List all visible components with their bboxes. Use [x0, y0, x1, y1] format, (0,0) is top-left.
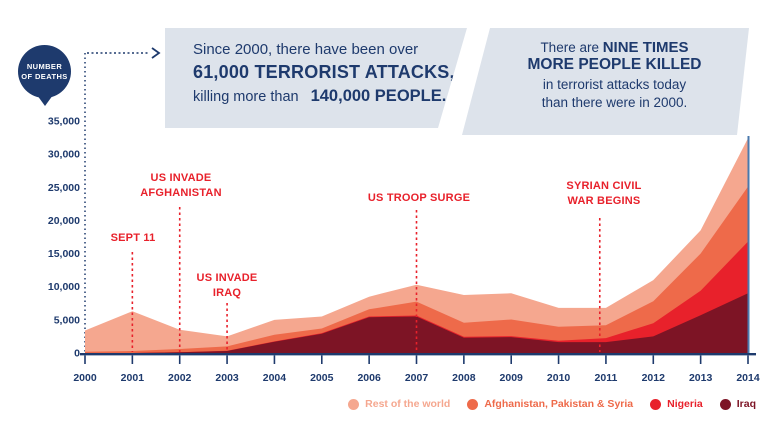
y-tick-label: 15,000 — [48, 248, 80, 260]
legend-label: Iraq — [736, 398, 756, 410]
statbox2-line2: MORE PEOPLE KILLED — [527, 56, 702, 73]
legend-dot-afghanistan-icon — [467, 398, 479, 410]
statbox2-line1-regular: There are — [540, 40, 603, 55]
x-tick-label: 2005 — [310, 372, 334, 384]
y-tick-label: 30,000 — [48, 149, 80, 161]
legend-dot-iraq-icon — [719, 398, 731, 410]
x-tick-label: 2000 — [73, 372, 97, 384]
annotation-us-invade-iraq: US INVADE IRAQ — [196, 272, 258, 299]
y-tick-label: 0 — [74, 348, 80, 360]
y-tick-label: 25,000 — [48, 182, 80, 194]
statbox2-line4: than there were in 2000. — [541, 95, 688, 111]
x-tick-label: 2001 — [121, 372, 145, 384]
annotation-us-invade-afghanistan: US INVADE AFGHANISTAN — [140, 172, 222, 199]
legend-label: Afghanistan, Pakistan & Syria — [484, 398, 634, 410]
x-tick-label: 2002 — [168, 372, 192, 384]
stat-box-attacks: Since 2000, there have been over 61,000 … — [165, 28, 467, 128]
statbox2-line3: in terrorist attacks today — [542, 77, 687, 92]
annotation-us-troop-surge: US TROOP SURGE — [367, 192, 471, 204]
chart-legend: Rest of the world Afghanistan, Pakistan … — [348, 398, 756, 410]
x-tick-label: 2003 — [215, 372, 239, 384]
annotation-sept-11: SEPT 11 — [110, 232, 156, 244]
legend-label: Rest of the world — [365, 398, 451, 410]
x-tick-label: 2009 — [500, 372, 524, 384]
statbox1-line3: killing more than 140,000 PEOPLE. — [193, 87, 467, 106]
x-tick-label: 2007 — [405, 372, 429, 384]
y-tick-label: 20,000 — [48, 215, 80, 227]
area-iraq — [85, 293, 748, 353]
statbox1-line1: Since 2000, there have been over — [193, 41, 419, 58]
x-tick-label: 2013 — [689, 372, 713, 384]
x-tick-label: 2012 — [642, 372, 666, 384]
x-tick-label: 2010 — [547, 372, 571, 384]
legend-item-afghanistan-pakistan-syria: Afghanistan, Pakistan & Syria — [467, 398, 633, 410]
y-axis-title-balloon: NUMBER OF DEATHS — [18, 45, 71, 98]
statbox1-line3-bold: 140,000 PEOPLE. — [310, 87, 447, 105]
annotation-syrian-civil-war: SYRIAN CIVIL WAR BEGINS — [566, 180, 642, 207]
statbox1-line2: 61,000 TERRORIST ATTACKS, — [193, 62, 455, 82]
x-tick-label: 2004 — [263, 372, 287, 384]
legend-item-iraq: Iraq — [719, 398, 756, 410]
statbox2-line1: There are NINE TIMES — [488, 39, 741, 56]
y-tick-label: 35,000 — [48, 116, 80, 128]
legend-item-rest-of-world: Rest of the world — [348, 398, 450, 410]
arrow-head-icon — [151, 47, 161, 59]
legend-dot-nigeria-icon — [650, 398, 662, 410]
x-tick-label: 2011 — [595, 372, 618, 384]
stat-box-nine-times: There are NINE TIMES MORE PEOPLE KILLED … — [462, 28, 749, 135]
y-tick-label: 5,000 — [54, 314, 80, 326]
balloon-tail — [37, 95, 53, 106]
y-tick-label: 10,000 — [48, 281, 80, 293]
statbox1-line3-regular: killing more than — [193, 89, 299, 105]
x-tick-label: 2014 — [736, 372, 760, 384]
statbox2-line1-bold: NINE TIMES — [602, 39, 689, 56]
legend-label: Nigeria — [667, 398, 703, 410]
x-tick-label: 2006 — [357, 372, 381, 384]
x-tick-label: 2008 — [452, 372, 476, 384]
legend-dot-rest-of-world-icon — [348, 398, 360, 410]
legend-item-nigeria: Nigeria — [650, 398, 703, 410]
